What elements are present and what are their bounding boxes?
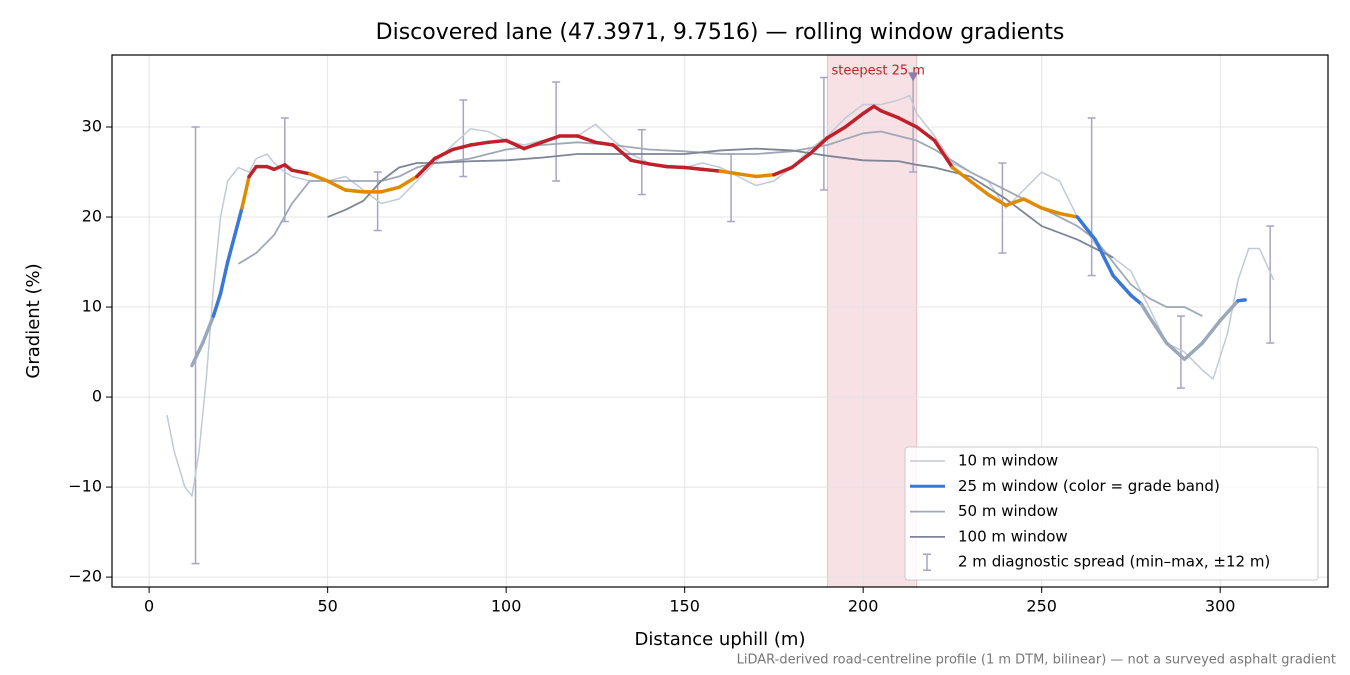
y-tick-label: 10	[82, 297, 102, 316]
x-tick-label: 250	[1026, 597, 1057, 616]
line-segment	[225, 233, 237, 264]
line-segment	[718, 169, 740, 176]
line-segment	[897, 116, 919, 129]
line-segment	[486, 138, 508, 145]
legend-label: 50 m window	[958, 502, 1058, 520]
line-segment	[665, 164, 687, 170]
legend-label: 2 m diagnostic spread (min–max, ±12 m)	[958, 553, 1270, 571]
line-segment	[932, 138, 955, 170]
line-segment	[1039, 206, 1062, 216]
line-segment	[1093, 237, 1115, 278]
line	[327, 147, 1114, 259]
line-segment	[308, 172, 330, 183]
line-segment	[1004, 197, 1026, 208]
line-segment	[522, 140, 544, 151]
line-segment	[1139, 302, 1151, 318]
line-segment	[682, 165, 705, 172]
line-segment	[772, 165, 794, 177]
line-segment	[1164, 341, 1187, 362]
line-segment	[432, 147, 455, 161]
line-segment	[914, 125, 937, 143]
line-segment	[986, 192, 1008, 208]
plot-frame	[111, 54, 1329, 588]
line-segment	[1057, 211, 1080, 219]
line-segment	[272, 163, 287, 172]
line-segment	[218, 260, 230, 296]
line-segment	[450, 143, 473, 152]
highlight-marker	[908, 72, 919, 82]
line-segment	[1218, 298, 1240, 323]
line-segment	[290, 168, 312, 176]
line-segment	[468, 140, 491, 147]
line-segment	[807, 136, 830, 156]
line-segment	[343, 188, 366, 194]
line-segment	[1182, 341, 1205, 362]
line	[237, 130, 1203, 317]
line-segment	[843, 111, 865, 129]
line-segment	[968, 179, 990, 197]
line-segment	[1129, 293, 1144, 307]
line-segment	[790, 152, 812, 170]
y-tick-label: −10	[68, 477, 102, 496]
y-axis-label: Gradient (%)	[23, 263, 44, 378]
line-segment	[397, 174, 419, 190]
footnote: LiDAR-derived road-centreline profile (1…	[737, 653, 1336, 668]
legend-label: 25 m window (color = grade band)	[958, 477, 1220, 495]
line-segment	[1236, 298, 1247, 303]
x-tick-label: 100	[491, 597, 522, 616]
line-segment	[325, 179, 348, 192]
y-tick-label: 20	[82, 207, 102, 226]
x-tick-label: 0	[144, 597, 154, 616]
x-tick-label: 150	[669, 597, 700, 616]
x-tick-label: 200	[848, 597, 879, 616]
highlight-label: steepest 25 m	[831, 64, 924, 79]
line-segment	[540, 134, 562, 145]
line-segment	[247, 164, 258, 179]
line-segment	[200, 314, 216, 345]
line-segment	[629, 158, 651, 166]
legend-box	[904, 446, 1319, 581]
line-segment	[233, 206, 244, 237]
line-segment	[379, 185, 401, 194]
line-segment	[647, 162, 669, 169]
line-segment	[611, 143, 633, 163]
line-segment	[504, 138, 526, 151]
chart-title: Discovered lane (47.3971, 9.7516) — roll…	[376, 20, 1065, 45]
line-segment	[950, 165, 973, 183]
line-segment	[754, 172, 776, 179]
line	[166, 94, 1275, 497]
highlight-band	[826, 54, 918, 588]
line-segment	[700, 167, 723, 173]
line-segment	[736, 172, 758, 179]
line-segment	[190, 341, 205, 368]
line-segment	[1111, 273, 1133, 298]
legend-label: 10 m window	[958, 452, 1058, 470]
x-tick-label: 300	[1205, 597, 1236, 616]
x-axis-label: Distance uphill (m)	[635, 629, 806, 650]
line-segment	[825, 125, 848, 140]
line-segment	[415, 156, 437, 179]
y-tick-label: 30	[82, 117, 102, 136]
line-segment	[575, 134, 598, 145]
line-segment	[879, 109, 901, 120]
y-tick-label: 0	[92, 387, 102, 406]
line-segment	[1200, 318, 1222, 345]
line-segment	[1147, 314, 1169, 345]
line-segment	[1075, 215, 1097, 242]
y-tick-label: −20	[68, 567, 102, 586]
legend-label: 100 m window	[958, 527, 1068, 545]
line-segment	[861, 104, 876, 116]
line-segment	[211, 291, 223, 318]
line-segment	[240, 174, 251, 210]
line-segment	[593, 140, 616, 147]
x-tick-label: 50	[317, 597, 337, 616]
line-segment	[1022, 197, 1044, 210]
